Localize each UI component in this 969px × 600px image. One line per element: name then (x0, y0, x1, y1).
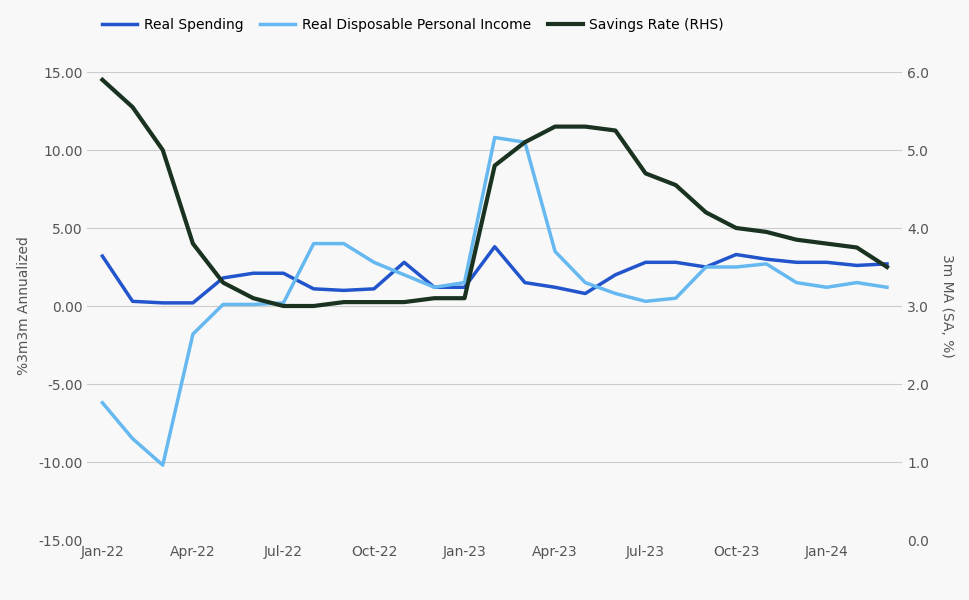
Real Disposable Personal Income (277, 299, 289, 307)
Real Spending (670, 259, 681, 266)
Y-axis label: 3m MA (SA, %): 3m MA (SA, %) (939, 254, 953, 358)
Savings Rate (RHS) (337, 299, 349, 306)
Real Disposable Personal Income (307, 240, 319, 247)
Real Spending (820, 259, 831, 266)
Real Disposable Personal Income (217, 301, 229, 308)
Savings Rate (RHS) (157, 146, 169, 154)
Savings Rate (RHS) (307, 302, 319, 310)
Savings Rate (RHS) (368, 299, 380, 306)
Real Spending (700, 263, 711, 271)
Real Disposable Personal Income (609, 290, 620, 297)
Savings Rate (RHS) (700, 209, 711, 216)
Real Disposable Personal Income (488, 134, 500, 141)
Real Disposable Personal Income (398, 271, 410, 278)
Real Spending (428, 284, 440, 291)
Savings Rate (RHS) (428, 295, 440, 302)
Real Spending (187, 299, 199, 307)
Real Spending (760, 256, 771, 263)
Savings Rate (RHS) (548, 123, 560, 130)
Real Spending (578, 290, 590, 297)
Real Disposable Personal Income (730, 263, 741, 271)
Real Spending (488, 243, 500, 250)
Savings Rate (RHS) (820, 240, 831, 247)
Real Disposable Personal Income (640, 298, 651, 305)
Real Disposable Personal Income (428, 284, 440, 291)
Real Disposable Personal Income (820, 284, 831, 291)
Line: Real Spending: Real Spending (103, 247, 886, 303)
Savings Rate (RHS) (880, 263, 891, 271)
Real Spending (458, 284, 470, 291)
Real Disposable Personal Income (247, 301, 259, 308)
Savings Rate (RHS) (277, 302, 289, 310)
Real Spending (790, 259, 801, 266)
Real Spending (127, 298, 139, 305)
Savings Rate (RHS) (578, 123, 590, 130)
Real Spending (307, 285, 319, 292)
Savings Rate (RHS) (850, 244, 861, 251)
Savings Rate (RHS) (187, 240, 199, 247)
Real Disposable Personal Income (760, 260, 771, 268)
Savings Rate (RHS) (217, 279, 229, 286)
Real Spending (548, 284, 560, 291)
Savings Rate (RHS) (609, 127, 620, 134)
Real Disposable Personal Income (157, 461, 169, 469)
Real Disposable Personal Income (458, 279, 470, 286)
Real Spending (730, 251, 741, 258)
Real Spending (337, 287, 349, 294)
Real Spending (97, 253, 109, 260)
Savings Rate (RHS) (458, 295, 470, 302)
Savings Rate (RHS) (760, 228, 771, 235)
Real Disposable Personal Income (850, 279, 861, 286)
Savings Rate (RHS) (670, 181, 681, 188)
Real Disposable Personal Income (127, 435, 139, 442)
Real Spending (518, 279, 530, 286)
Savings Rate (RHS) (97, 76, 109, 83)
Real Disposable Personal Income (337, 240, 349, 247)
Real Spending (217, 274, 229, 281)
Real Spending (609, 271, 620, 278)
Real Disposable Personal Income (187, 331, 199, 338)
Real Spending (880, 260, 891, 268)
Savings Rate (RHS) (518, 139, 530, 146)
Savings Rate (RHS) (398, 299, 410, 306)
Real Spending (247, 269, 259, 277)
Real Disposable Personal Income (880, 284, 891, 291)
Real Spending (850, 262, 861, 269)
Real Spending (640, 259, 651, 266)
Savings Rate (RHS) (790, 236, 801, 244)
Real Spending (157, 299, 169, 307)
Savings Rate (RHS) (640, 170, 651, 177)
Savings Rate (RHS) (730, 224, 741, 232)
Real Spending (277, 269, 289, 277)
Real Disposable Personal Income (578, 279, 590, 286)
Real Disposable Personal Income (518, 139, 530, 146)
Savings Rate (RHS) (488, 162, 500, 169)
Real Disposable Personal Income (790, 279, 801, 286)
Real Spending (368, 285, 380, 292)
Real Disposable Personal Income (670, 295, 681, 302)
Real Disposable Personal Income (700, 263, 711, 271)
Real Disposable Personal Income (548, 248, 560, 255)
Y-axis label: %3m3m Annualized: %3m3m Annualized (17, 236, 31, 376)
Real Disposable Personal Income (368, 259, 380, 266)
Savings Rate (RHS) (247, 295, 259, 302)
Real Spending (398, 259, 410, 266)
Real Disposable Personal Income (97, 399, 109, 406)
Line: Real Disposable Personal Income: Real Disposable Personal Income (103, 137, 886, 465)
Legend: Real Spending, Real Disposable Personal Income, Savings Rate (RHS): Real Spending, Real Disposable Personal … (103, 18, 723, 32)
Savings Rate (RHS) (127, 103, 139, 110)
Line: Savings Rate (RHS): Savings Rate (RHS) (103, 80, 886, 306)
